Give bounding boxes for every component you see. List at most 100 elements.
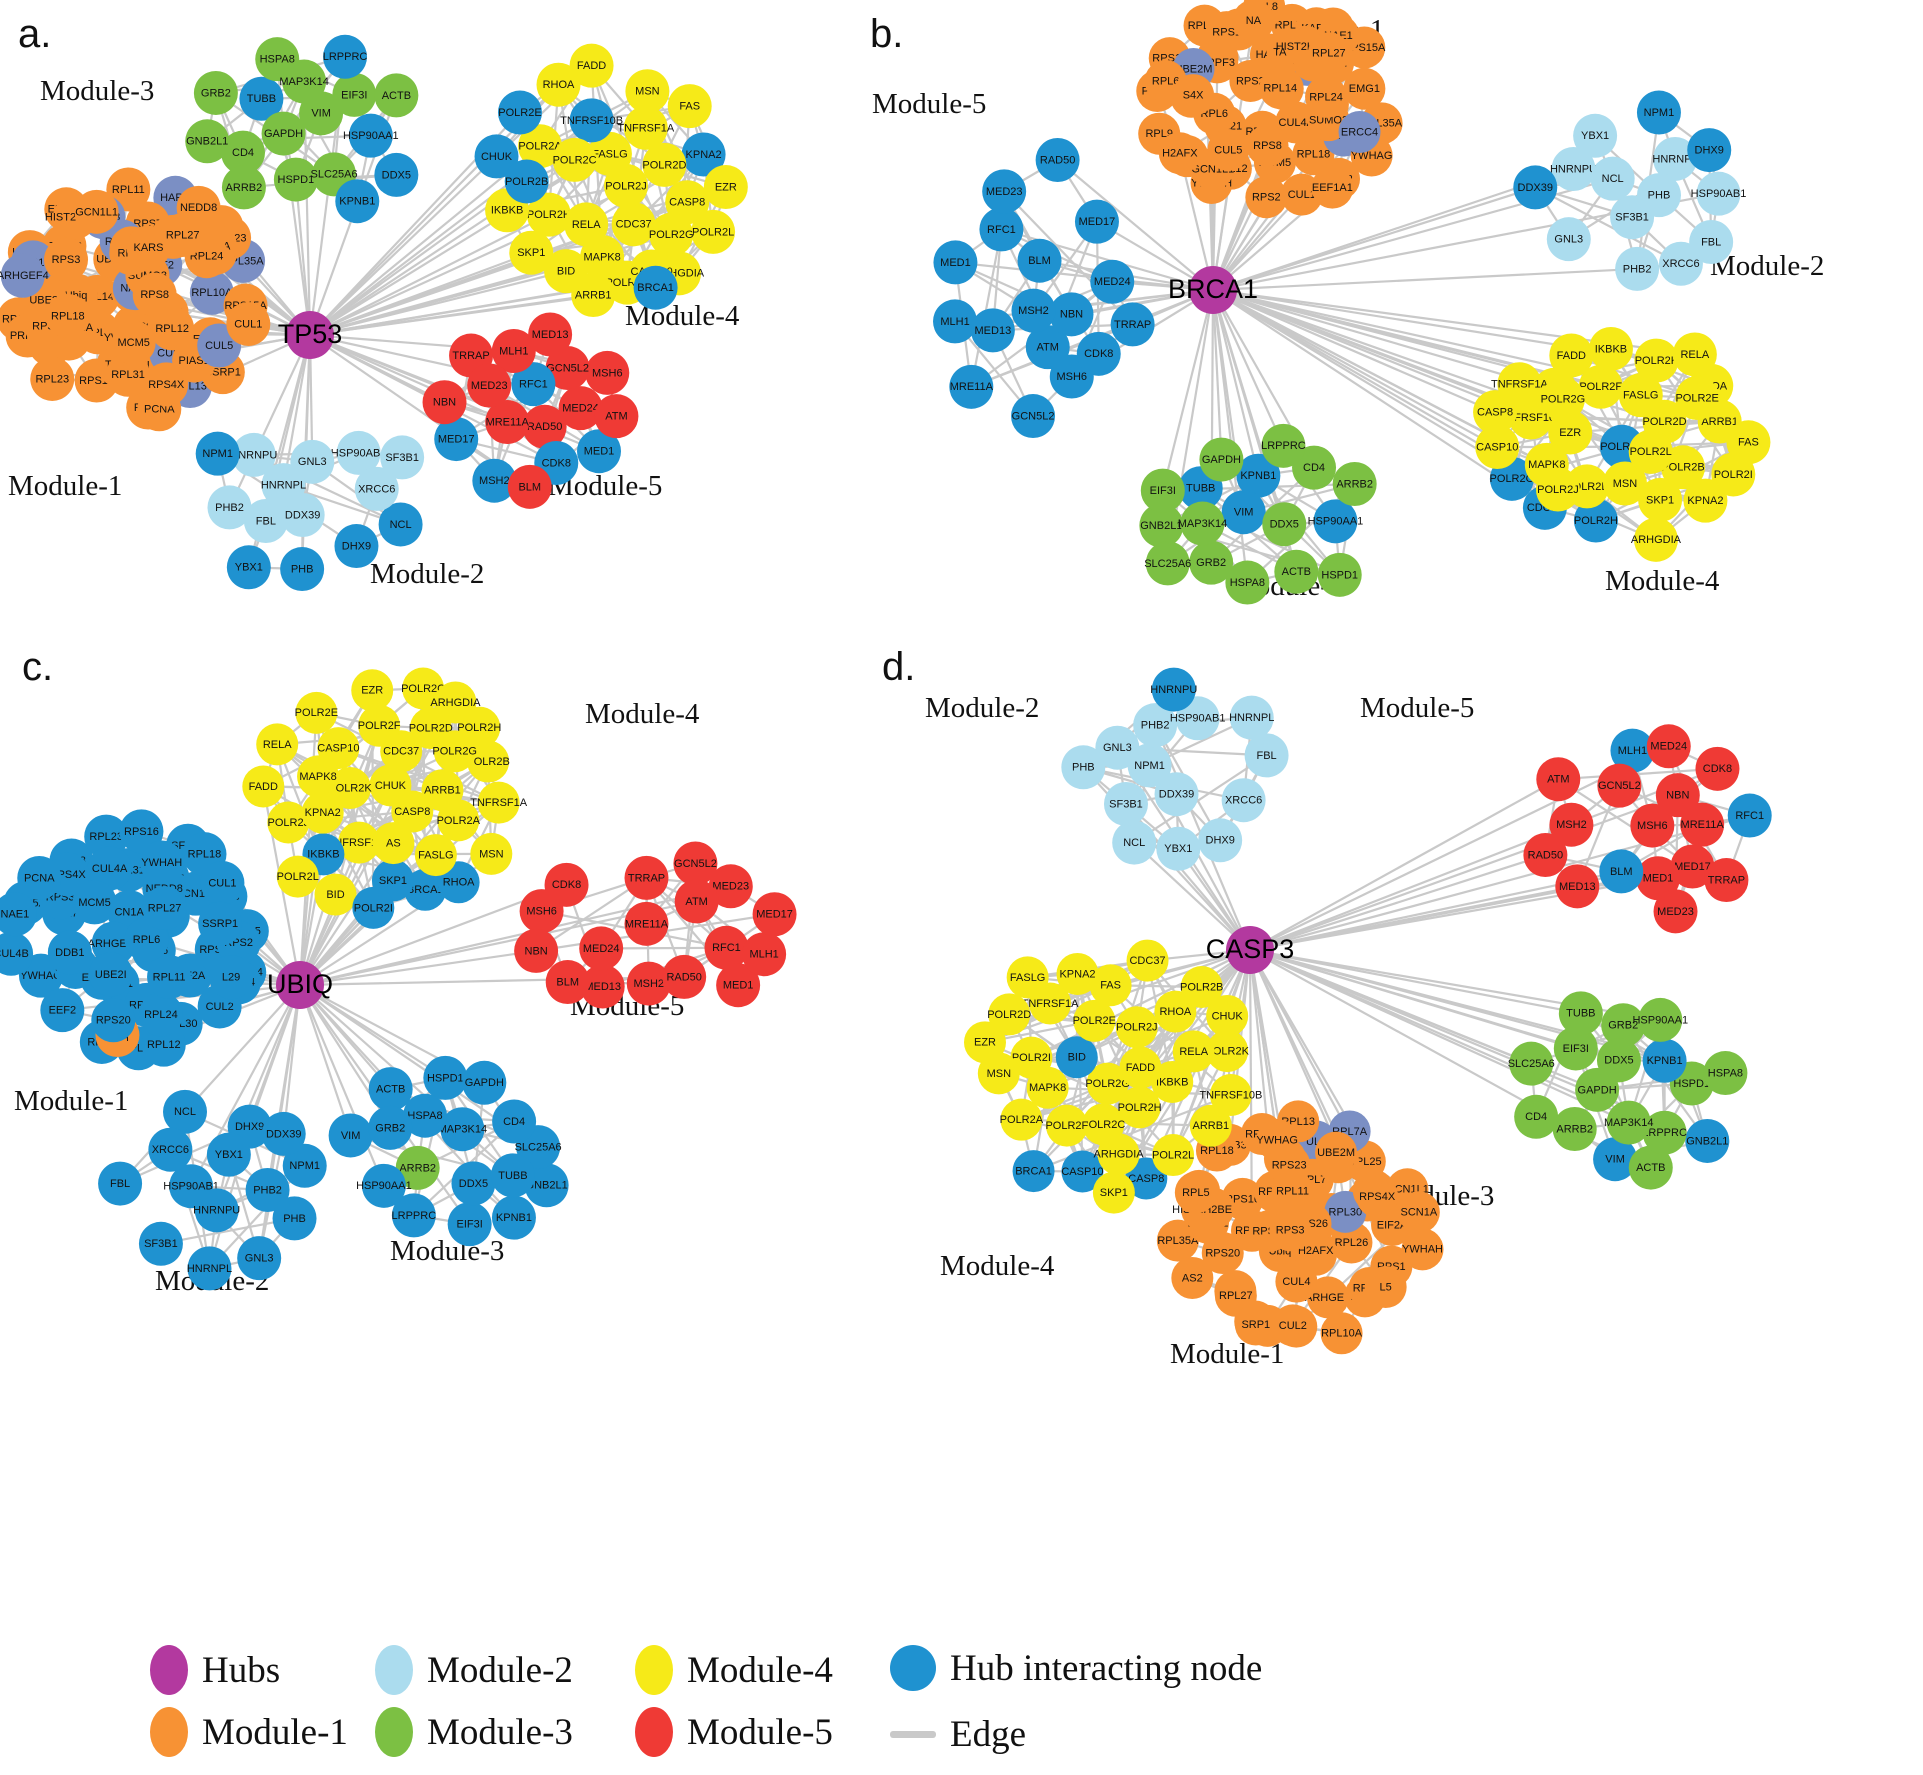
node-circle[interactable] bbox=[579, 926, 624, 971]
node-circle[interactable] bbox=[1636, 173, 1681, 218]
network-node[interactable]: DDX39 bbox=[1513, 165, 1558, 210]
network-node[interactable]: POLR2C bbox=[552, 137, 597, 182]
node-circle[interactable] bbox=[1549, 333, 1594, 378]
network-node[interactable]: EIF3I bbox=[1140, 468, 1185, 513]
node-circle[interactable] bbox=[1180, 501, 1225, 546]
node-circle[interactable] bbox=[1180, 965, 1223, 1008]
network-node[interactable]: NBN bbox=[1049, 292, 1094, 337]
node-circle[interactable] bbox=[267, 801, 310, 844]
network-node[interactable]: BRCA1 bbox=[633, 265, 678, 310]
node-circle[interactable] bbox=[1315, 1131, 1358, 1174]
node-circle[interactable] bbox=[1655, 773, 1700, 818]
node-circle[interactable] bbox=[1089, 964, 1132, 1007]
node-circle[interactable] bbox=[1653, 136, 1698, 181]
network-node[interactable]: RPL14 bbox=[1259, 67, 1302, 110]
node-circle[interactable] bbox=[511, 362, 556, 407]
network-node[interactable]: L29 bbox=[209, 955, 254, 1000]
node-circle[interactable] bbox=[338, 821, 381, 864]
network-node[interactable]: BRCA1 bbox=[1012, 1150, 1055, 1193]
network-node[interactable]: MED23 bbox=[1653, 889, 1698, 934]
node-circle[interactable] bbox=[1119, 1046, 1162, 1089]
node-circle[interactable] bbox=[335, 179, 380, 224]
network-node[interactable]: GCN5L2 bbox=[1011, 394, 1056, 439]
network-node[interactable]: TRRAP bbox=[1704, 858, 1749, 903]
node-circle[interactable] bbox=[1343, 67, 1386, 110]
node-circle[interactable] bbox=[1171, 1256, 1214, 1299]
node-circle[interactable] bbox=[611, 202, 656, 247]
node-circle[interactable] bbox=[979, 207, 1024, 252]
network-node[interactable]: VIM bbox=[1221, 490, 1266, 535]
node-circle[interactable] bbox=[1229, 695, 1274, 740]
network-node[interactable]: XRCC6 bbox=[148, 1127, 193, 1172]
network-node[interactable]: EIF3I bbox=[447, 1202, 492, 1247]
node-circle[interactable] bbox=[1618, 373, 1663, 418]
node-circle[interactable] bbox=[1364, 1265, 1407, 1308]
hub-circle[interactable] bbox=[286, 311, 334, 359]
node-circle[interactable] bbox=[434, 417, 479, 462]
node-circle[interactable] bbox=[1206, 1030, 1249, 1073]
node-circle[interactable] bbox=[403, 1093, 448, 1138]
network-node[interactable]: RPL24 bbox=[1305, 75, 1348, 118]
network-node[interactable]: MSN bbox=[470, 832, 513, 875]
node-circle[interactable] bbox=[1672, 332, 1717, 377]
network-node[interactable]: FBL bbox=[1689, 220, 1734, 265]
node-circle[interactable] bbox=[1683, 478, 1728, 523]
network-node[interactable]: BLM bbox=[507, 464, 552, 509]
node-circle[interactable] bbox=[297, 755, 340, 798]
network-node[interactable]: SKP1 bbox=[1092, 1171, 1135, 1214]
network-node[interactable]: YWHAG bbox=[1256, 1119, 1299, 1162]
node-circle[interactable] bbox=[150, 306, 195, 351]
node-circle[interactable] bbox=[485, 400, 530, 445]
network-node[interactable]: H2AFX bbox=[1158, 132, 1201, 175]
node-circle[interactable] bbox=[742, 932, 787, 977]
node-circle[interactable] bbox=[1689, 220, 1734, 265]
network-node[interactable]: ARRB2 bbox=[1332, 461, 1377, 506]
network-node[interactable]: NBN bbox=[1655, 773, 1700, 818]
network-node[interactable]: RFC1 bbox=[704, 925, 749, 970]
hub-node[interactable]: CASP3 bbox=[1206, 926, 1295, 974]
node-circle[interactable] bbox=[126, 225, 171, 270]
node-circle[interactable] bbox=[1244, 733, 1289, 778]
network-node[interactable]: ARRB1 bbox=[571, 273, 616, 318]
node-circle[interactable] bbox=[237, 1236, 282, 1281]
node-circle[interactable] bbox=[491, 328, 536, 373]
network-node[interactable]: TRRAP bbox=[624, 855, 669, 900]
node-circle[interactable] bbox=[276, 855, 319, 898]
node-circle[interactable] bbox=[467, 363, 512, 408]
node-circle[interactable] bbox=[662, 954, 707, 999]
network-node[interactable]: HNRNPL bbox=[1229, 695, 1274, 740]
network-node[interactable]: KPNB1 bbox=[1642, 1038, 1687, 1083]
node-circle[interactable] bbox=[1313, 499, 1358, 544]
node-circle[interactable] bbox=[1646, 724, 1691, 769]
node-circle[interactable] bbox=[0, 892, 37, 937]
node-circle[interactable] bbox=[544, 862, 589, 907]
network-node[interactable]: EEF1A1 bbox=[1311, 166, 1354, 209]
network-node[interactable]: MLH1 bbox=[933, 299, 978, 344]
network-node[interactable]: POLR2I bbox=[352, 886, 395, 929]
network-node[interactable]: BID bbox=[314, 873, 357, 916]
network-node[interactable]: DDX39 bbox=[261, 1111, 306, 1156]
node-circle[interactable] bbox=[1401, 1228, 1444, 1271]
network-node[interactable]: YWHAH bbox=[139, 840, 184, 885]
node-circle[interactable] bbox=[552, 137, 597, 182]
node-circle[interactable] bbox=[1509, 1041, 1554, 1086]
node-circle[interactable] bbox=[1172, 1030, 1215, 1073]
network-node[interactable]: GNB2L1 bbox=[1685, 1118, 1730, 1163]
node-circle[interactable] bbox=[1140, 468, 1185, 513]
network-node[interactable]: HSPD1 bbox=[273, 157, 318, 202]
node-circle[interactable] bbox=[970, 308, 1015, 353]
network-node[interactable]: ERCC4 bbox=[1338, 111, 1381, 154]
node-circle[interactable] bbox=[1514, 1094, 1559, 1139]
node-circle[interactable] bbox=[209, 955, 254, 1000]
network-node[interactable]: NA bbox=[1232, 0, 1275, 42]
node-circle[interactable] bbox=[963, 1021, 1006, 1064]
network-node[interactable]: ATM bbox=[674, 879, 719, 924]
network-node[interactable]: MED23 bbox=[982, 169, 1027, 214]
network-node[interactable]: AS bbox=[372, 822, 415, 865]
network-node[interactable]: MED1 bbox=[933, 240, 978, 285]
node-circle[interactable] bbox=[369, 764, 412, 807]
network-node[interactable]: SF3B1 bbox=[1103, 781, 1148, 826]
node-circle[interactable] bbox=[467, 740, 510, 783]
network-node[interactable]: MSH6 bbox=[585, 350, 630, 395]
node-circle[interactable] bbox=[569, 43, 614, 88]
